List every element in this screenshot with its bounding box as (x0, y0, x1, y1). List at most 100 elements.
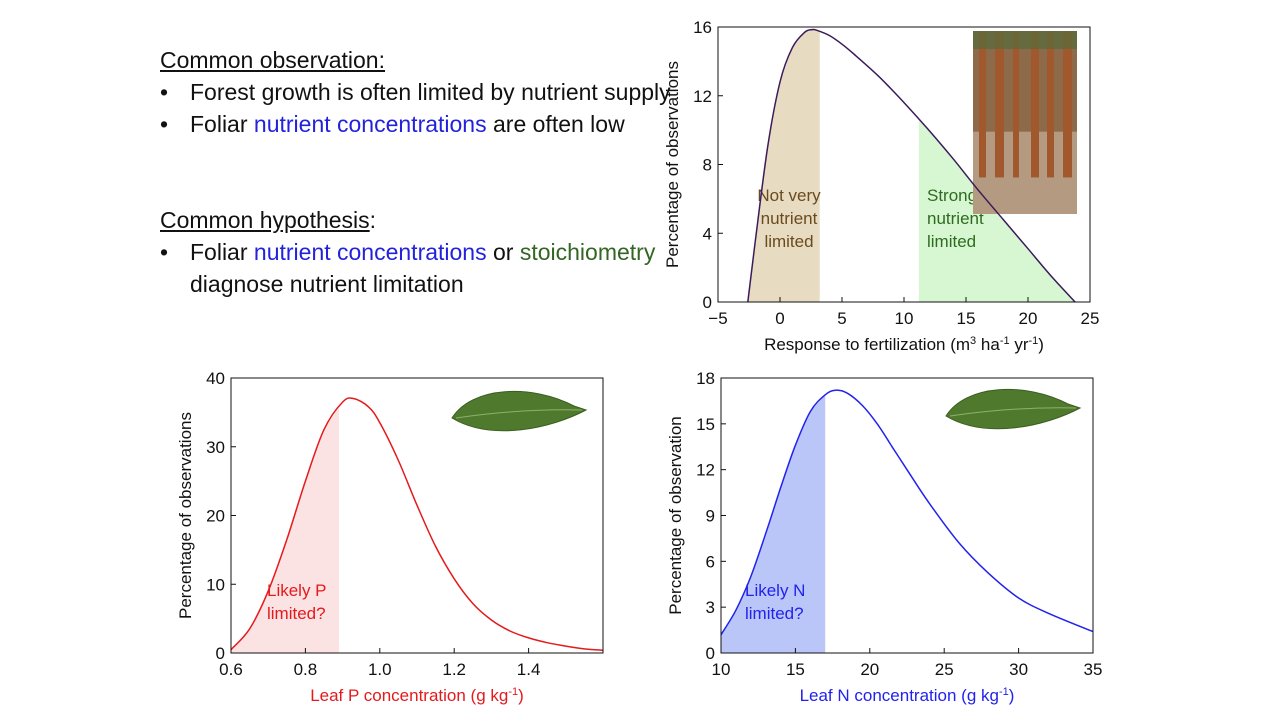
observation-bullet: Forest growth is often limited by nutrie… (160, 76, 680, 108)
y-tick-label: 8 (703, 156, 712, 175)
growth-curve (747, 28, 1076, 303)
y-tick-label: 18 (696, 369, 715, 388)
x-tick-label: 1.0 (368, 660, 392, 679)
x-tick-label: 20 (860, 660, 879, 679)
x-tick-label: 10 (712, 660, 731, 679)
growth-x-axis-label: Response to fertilization (m3 ha-1 yr-1) (764, 335, 1044, 354)
likely-p-limited-label-line: Likely P (267, 581, 327, 600)
x-tick-label: 35 (1084, 660, 1103, 679)
observation-bullet-text: are often low (486, 111, 625, 137)
x-tick-label: 15 (786, 660, 805, 679)
hypothesis-bullet-text: diagnose nutrient limitation (190, 271, 464, 297)
leaf-n-y-axis-label: Percentage of observation (666, 416, 685, 614)
x-tick-label: 1.4 (517, 660, 541, 679)
hypothesis-heading-row: Common hypothesis: (160, 204, 680, 236)
tree-trunk (979, 31, 986, 178)
leaf-p-x-axis-label: Leaf P concentration (g kg-1) (310, 686, 524, 705)
y-tick-label: 0 (706, 644, 715, 663)
nutrient-concentrations-term: nutrient concentrations (253, 111, 487, 137)
x-axis-label-superscript: -1 (1028, 335, 1038, 347)
x-axis-label-text: Response to fertilization (m (764, 335, 970, 354)
x-tick-label: 25 (1081, 309, 1100, 328)
y-tick-label: 20 (206, 507, 225, 526)
strongly-limited-label-line: nutrient (927, 209, 984, 228)
nutrient-concentrations-term: nutrient concentrations (253, 239, 487, 265)
x-tick-label: 25 (935, 660, 954, 679)
leaf-vein (455, 409, 583, 419)
likely-n-limited-label-line: Likely N (745, 581, 805, 600)
not-very-limited-region (747, 29, 820, 302)
tree-trunk (995, 31, 1004, 178)
hypothesis-bullet-text: Foliar (190, 239, 254, 265)
leaf-p-curve (230, 397, 604, 652)
x-tick-label: 0.8 (294, 660, 318, 679)
observation-list: Forest growth is often limited by nutrie… (160, 76, 680, 140)
hypothesis-bullet-text: or (486, 239, 520, 265)
stoichiometry-term: stoichiometry (519, 239, 656, 265)
likely-n-limited-label-line: limited? (745, 604, 804, 623)
x-axis-label-text: ) (1009, 686, 1015, 705)
leaf-p-y-axis-label: Percentage of observations (176, 412, 195, 619)
likely-n-limited-region (721, 394, 826, 653)
observation-heading: Common observation: (160, 47, 385, 73)
x-axis-label-superscript: -1 (1000, 335, 1010, 347)
x-tick-label: 0 (775, 309, 784, 328)
likely-p-limited-label-line: limited? (267, 604, 326, 623)
leaf-p-chart: Likely P limited? 0.6 0.8 1.0 1.2 1.4 0 10 20 30 40… (176, 369, 604, 705)
strongly-limited-region (918, 119, 1076, 302)
x-tick-label: 30 (1009, 660, 1028, 679)
y-tick-label: 10 (206, 575, 225, 594)
hypothesis-heading: Common hypothesis (160, 207, 370, 233)
x-tick-label: 10 (895, 309, 914, 328)
leaf-picture (945, 388, 1082, 430)
x-tick-label: 5 (837, 309, 846, 328)
x-tick-label: −5 (708, 309, 727, 328)
leaf-n-curve (720, 389, 1094, 636)
y-tick-label: 30 (206, 438, 225, 457)
x-axis-label-text: Leaf N concentration (g kg (800, 686, 999, 705)
leaf-picture (451, 390, 588, 432)
x-axis-label-superscript: -1 (999, 686, 1009, 698)
observation-bullet-text: Forest growth is often limited by nutrie… (190, 79, 671, 105)
y-tick-label: 12 (696, 461, 715, 480)
x-axis-label-superscript: 3 (970, 335, 976, 347)
likely-p-limited-region (231, 407, 339, 653)
y-tick-label: 12 (693, 87, 712, 106)
y-tick-label: 15 (696, 415, 715, 434)
leaf-n-chart: Likely N limited? 10 15 20 25 30 35 0 3 6 9 12 15 18 Pe… (666, 369, 1102, 705)
x-axis-label-text: ha (976, 335, 1000, 354)
y-tick-label: 0 (216, 644, 225, 663)
growth-chart: Not verynutrientlimitedStronglynutrientl… (663, 18, 1099, 354)
forest-photo (973, 31, 1077, 214)
x-tick-label: 15 (957, 309, 976, 328)
leaf-vein (949, 407, 1077, 417)
y-tick-label: 6 (706, 552, 715, 571)
y-tick-label: 40 (206, 369, 225, 388)
not-very-limited-label-line: limited (764, 232, 813, 251)
observation-bullet-text: Foliar (190, 111, 254, 137)
y-tick-label: 3 (706, 598, 715, 617)
y-tick-label: 0 (703, 293, 712, 312)
hypothesis-list: Foliar nutrient concentrations or stoich… (160, 236, 680, 300)
tree-trunk (1013, 31, 1019, 178)
y-tick-label: 4 (703, 224, 712, 243)
leaf-n-x-axis-label: Leaf N concentration (g kg-1) (800, 686, 1015, 705)
x-axis-label-text: Leaf P concentration (g kg (310, 686, 508, 705)
observation-bullet: Foliar nutrient concentrations are often… (160, 108, 680, 140)
y-tick-label: 16 (693, 18, 712, 37)
x-axis-label-text: ) (1038, 335, 1044, 354)
strongly-limited-label-line: limited (927, 232, 976, 251)
y-tick-label: 9 (706, 507, 715, 526)
forest-floor (973, 131, 1077, 214)
x-axis-label-superscript: -1 (508, 686, 518, 698)
growth-y-axis-label: Percentage of observations (663, 61, 682, 268)
x-axis-label-text: yr (1010, 335, 1029, 354)
x-tick-label: 20 (1019, 309, 1038, 328)
not-very-limited-label-line: nutrient (761, 209, 818, 228)
tree-trunk (1031, 31, 1039, 178)
not-very-limited-label-line: Not very (757, 186, 821, 205)
hypothesis-heading-colon: : (369, 207, 377, 233)
forest-canopy (973, 31, 1077, 49)
tree-trunk (1063, 31, 1072, 178)
tree-trunk (1047, 31, 1054, 178)
